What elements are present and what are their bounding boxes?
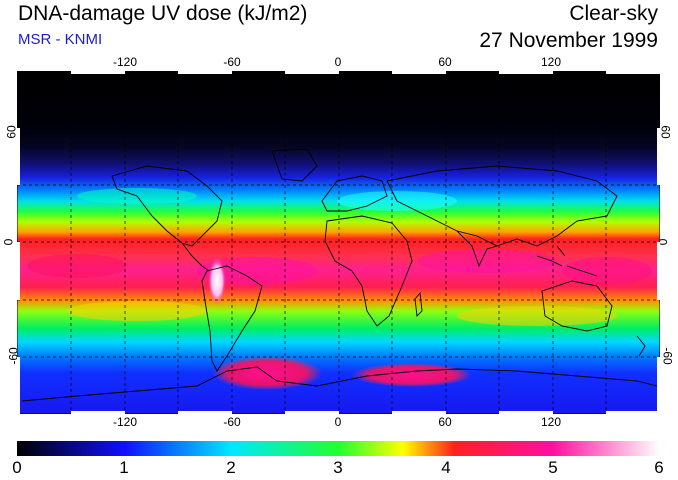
lon-tick-top: 0 — [334, 55, 342, 69]
lon-tick-bottom: 60 — [438, 415, 452, 429]
lon-tick-top: -120 — [112, 55, 138, 69]
lon-tick-bottom: -60 — [223, 415, 241, 429]
colorbar-label: 1 — [119, 458, 129, 477]
lat-tick-right: 60 — [658, 125, 673, 139]
colorbar — [17, 441, 660, 456]
lon-tick-bottom: 120 — [540, 415, 562, 429]
map-title: DNA-damage UV dose (kJ/m2) — [18, 2, 308, 25]
map-source: MSR - KNMI — [18, 31, 103, 48]
map-date: 27 November 1999 — [479, 29, 658, 52]
lon-tick-top: 60 — [438, 55, 452, 69]
lon-tick-bottom: -120 — [112, 415, 138, 429]
sky-condition: Clear-sky — [569, 2, 658, 25]
andes-hotspot — [208, 257, 226, 305]
lon-tick-top: 120 — [540, 55, 562, 69]
colorbar-label: 2 — [226, 458, 236, 477]
antarctic-hotspot-west — [212, 356, 322, 390]
colorbar-label: 4 — [441, 458, 451, 477]
colorbar-label: 6 — [654, 458, 664, 477]
lat-tick-left: 0 — [1, 238, 16, 246]
map-frame-border — [17, 71, 660, 414]
colorbar-label: 3 — [333, 458, 343, 477]
coastlines — [21, 148, 658, 402]
lat-tick-right: -60 — [660, 347, 675, 365]
uv-dose-map — [17, 71, 660, 414]
colorbar-label: 0 — [12, 458, 22, 477]
antarctic-hotspot-east — [352, 363, 472, 387]
lon-tick-bottom: 0 — [334, 415, 342, 429]
colorbar-label: 5 — [548, 458, 558, 477]
graticule — [17, 71, 660, 414]
lon-tick-top: -60 — [223, 55, 241, 69]
